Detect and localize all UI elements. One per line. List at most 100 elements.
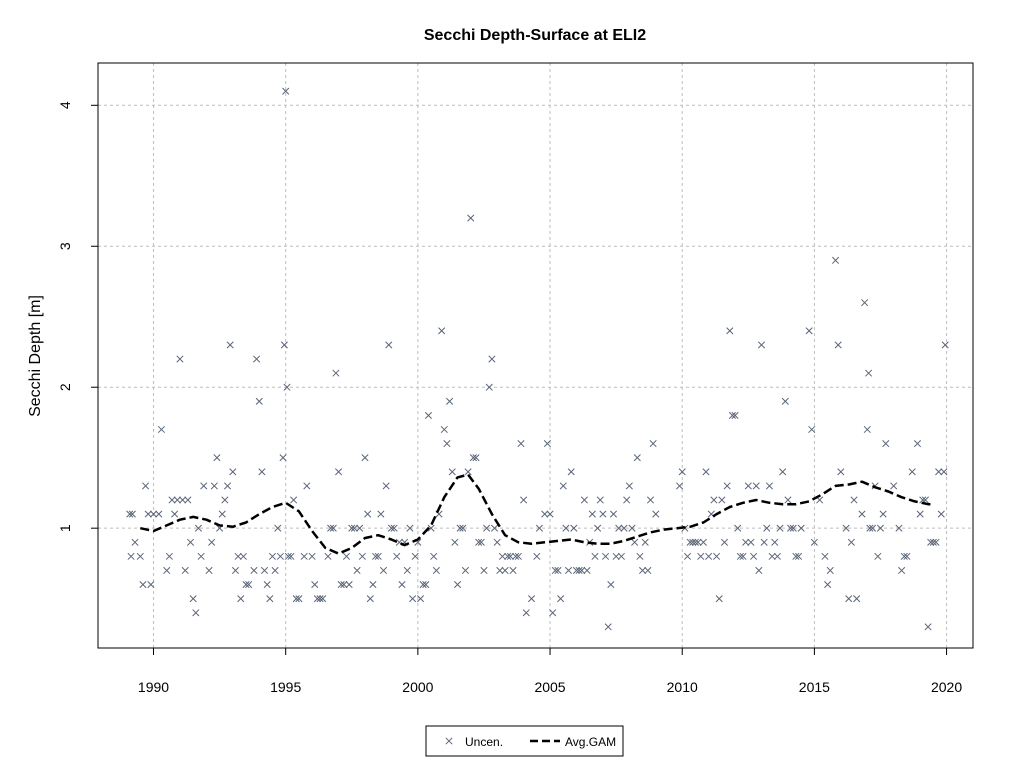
data-point xyxy=(292,595,300,603)
data-point xyxy=(186,538,195,546)
data-point xyxy=(932,538,940,546)
data-point xyxy=(210,482,218,490)
data-point xyxy=(245,581,253,589)
data-point xyxy=(726,327,734,335)
legend-label-gam: Avg.GAM xyxy=(565,735,616,749)
data-point xyxy=(705,552,713,560)
data-point xyxy=(771,538,779,546)
y-tick-label: 1 xyxy=(57,524,73,532)
data-point xyxy=(205,566,213,575)
data-point xyxy=(861,299,869,307)
data-point xyxy=(316,595,324,603)
x-tick-label: 2000 xyxy=(402,679,433,695)
data-point xyxy=(253,355,261,363)
data-point xyxy=(163,566,171,575)
data-point xyxy=(506,552,514,560)
data-point xyxy=(913,440,922,448)
data-point xyxy=(683,552,692,560)
legend-box xyxy=(425,725,624,757)
data-point xyxy=(255,397,263,405)
data-point xyxy=(467,214,475,222)
data-point xyxy=(898,566,906,575)
data-point xyxy=(929,538,937,546)
data-point xyxy=(485,383,493,391)
data-point xyxy=(416,595,425,603)
data-point xyxy=(924,623,932,631)
data-point xyxy=(591,552,599,560)
data-point xyxy=(689,538,697,546)
data-point xyxy=(459,524,467,532)
data-point xyxy=(496,566,504,575)
data-point xyxy=(181,566,189,575)
data-point xyxy=(324,552,332,560)
data-point xyxy=(900,552,908,560)
data-point xyxy=(432,566,440,575)
data-point xyxy=(797,524,805,532)
x-tick-label: 2005 xyxy=(534,679,565,695)
data-point xyxy=(369,581,377,589)
data-point xyxy=(694,538,702,546)
data-point xyxy=(340,581,348,589)
data-point xyxy=(736,552,744,560)
data-point xyxy=(604,623,612,631)
data-point xyxy=(453,581,462,589)
data-point xyxy=(646,496,655,504)
data-point xyxy=(636,552,644,560)
data-point xyxy=(557,595,565,603)
data-point xyxy=(136,552,144,560)
data-point xyxy=(876,524,885,532)
data-point xyxy=(149,510,158,518)
data-point xyxy=(564,566,573,575)
data-point xyxy=(358,552,366,560)
data-point xyxy=(734,524,742,532)
data-point xyxy=(173,496,181,504)
data-point xyxy=(794,552,803,560)
data-point xyxy=(427,524,435,532)
data-point xyxy=(184,496,192,504)
data-point xyxy=(744,482,752,490)
data-point xyxy=(805,327,813,335)
data-point xyxy=(157,425,165,434)
data-point xyxy=(559,482,567,490)
data-point xyxy=(824,581,832,589)
data-point xyxy=(583,566,591,575)
data-point xyxy=(171,510,179,518)
data-point xyxy=(475,538,483,546)
data-point xyxy=(847,538,855,546)
data-point xyxy=(837,468,845,476)
gam-line xyxy=(140,473,934,555)
data-point xyxy=(941,341,949,349)
x-axis: 1990 1995 2000 2005 2010 2015 2020 xyxy=(138,648,962,695)
data-point xyxy=(303,482,311,490)
data-point xyxy=(480,566,488,575)
data-point xyxy=(221,496,229,504)
data-point xyxy=(710,496,718,504)
data-point xyxy=(461,566,470,575)
data-point xyxy=(517,440,525,448)
data-point xyxy=(342,552,351,560)
data-point xyxy=(615,524,623,532)
data-point xyxy=(594,524,602,532)
data-point xyxy=(258,468,266,476)
data-point xyxy=(390,524,398,532)
data-point xyxy=(443,440,451,448)
data-point xyxy=(268,552,277,560)
y-tick-label: 4 xyxy=(57,101,73,109)
data-point xyxy=(789,524,797,532)
data-point xyxy=(631,538,639,546)
data-point xyxy=(612,552,620,560)
data-point xyxy=(200,482,208,490)
data-point xyxy=(448,468,456,476)
data-point xyxy=(194,524,203,532)
data-point xyxy=(260,566,269,575)
data-point xyxy=(131,538,139,546)
x-tick-label: 2010 xyxy=(667,679,698,695)
data-point xyxy=(757,341,766,349)
data-point xyxy=(419,581,427,589)
data-point xyxy=(567,468,575,476)
chart-title: Secchi Depth-Surface at ELI2 xyxy=(424,27,646,44)
data-point xyxy=(935,468,943,476)
data-point xyxy=(300,552,308,560)
data-point xyxy=(477,538,485,546)
data-point xyxy=(313,595,321,603)
